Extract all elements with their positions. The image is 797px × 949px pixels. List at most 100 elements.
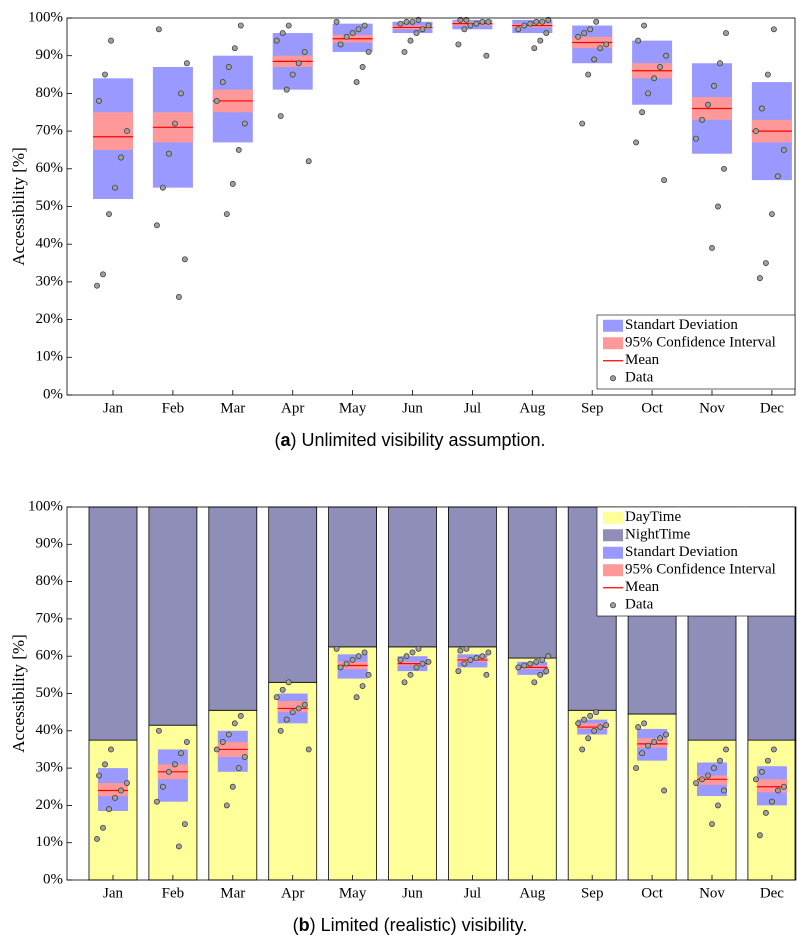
data-point [108, 37, 114, 44]
data-point [545, 16, 552, 23]
data-point [533, 658, 540, 665]
data-point [533, 18, 540, 25]
data-point [768, 211, 775, 217]
data-point [349, 656, 356, 663]
data-point [100, 824, 106, 831]
x-tick-label: Oct [641, 885, 663, 901]
legend-swatch [603, 337, 623, 350]
data-point [401, 48, 408, 55]
data-point [118, 154, 124, 161]
data-point [711, 765, 717, 772]
legend-label: Data [625, 597, 654, 613]
data-point [758, 105, 765, 112]
data-point [579, 120, 586, 127]
data-point [337, 664, 344, 671]
data-point [295, 60, 302, 67]
data-point [273, 37, 280, 44]
data-point [171, 761, 178, 768]
data-point [223, 211, 230, 217]
data-point [463, 16, 470, 23]
data-point [537, 37, 544, 44]
caption-part: ) Limited (realistic) visibility. [310, 915, 528, 935]
data-point [603, 41, 610, 48]
data-point [124, 128, 130, 135]
data-point [94, 836, 100, 842]
data-point [177, 750, 184, 757]
data-point [175, 294, 182, 300]
data-point [711, 82, 717, 89]
data-point [355, 653, 362, 660]
y-tick-label: 40% [36, 722, 64, 738]
data-point [273, 694, 280, 701]
caption: (a) Unlimited visibility assumption. [274, 430, 545, 450]
data-point [96, 772, 102, 779]
y-tick-label: 10% [36, 349, 64, 365]
data-point [277, 727, 284, 734]
y-tick-label: 40% [36, 236, 64, 252]
data-point [229, 783, 236, 790]
data-point [774, 787, 781, 794]
data-point [289, 71, 296, 78]
bar [507, 506, 557, 659]
data-point [768, 798, 775, 805]
data-point [539, 18, 546, 25]
data-point [539, 656, 546, 663]
y-tick-label: 30% [36, 760, 64, 776]
data-point [463, 645, 470, 652]
data-point [165, 768, 172, 775]
y-tick-label: 70% [36, 610, 64, 626]
x-tick-label: Mar [220, 885, 245, 901]
data-point [770, 26, 777, 33]
data-point [633, 139, 640, 146]
data-point [153, 222, 160, 229]
interval-box [577, 723, 608, 729]
data-point [591, 56, 598, 63]
data-point [225, 731, 232, 738]
data-point [106, 806, 112, 813]
data-point [521, 22, 528, 29]
data-point [365, 671, 372, 678]
data-point [717, 757, 723, 764]
interval-box [697, 775, 727, 785]
y-tick-label: 100% [28, 498, 63, 514]
data-point [657, 735, 664, 742]
data-point [425, 22, 432, 29]
caption: (b) Limited (realistic) visibility. [293, 915, 528, 935]
data-point [705, 772, 711, 779]
data-point [219, 79, 226, 86]
data-point [721, 165, 727, 172]
data-point [183, 739, 190, 745]
data-point [108, 746, 114, 753]
caption-part: b [299, 915, 310, 935]
data-point [715, 802, 721, 809]
y-tick-label: 90% [36, 536, 64, 552]
legend-label: NightTime [625, 527, 691, 543]
data-point [663, 731, 670, 738]
data-point [106, 211, 112, 217]
data-point [171, 120, 178, 127]
data-point [419, 660, 426, 667]
bar [567, 709, 617, 881]
x-tick-label: Apr [281, 885, 304, 901]
data-point [479, 18, 486, 25]
data-point [527, 660, 534, 667]
y-tick-label: 100% [28, 9, 63, 25]
data-point [705, 101, 711, 108]
x-tick-label: Nov [699, 885, 725, 901]
data-point [407, 37, 414, 44]
data-point [639, 109, 646, 116]
data-point [717, 60, 723, 67]
data-point [96, 97, 102, 104]
y-tick-label: 50% [36, 198, 64, 214]
data-point [597, 45, 604, 52]
data-point [752, 128, 759, 135]
bar [747, 739, 797, 881]
y-tick-label: 90% [36, 47, 64, 63]
x-tick-label: Jun [402, 400, 423, 416]
legend-label: Standart Deviation [625, 544, 738, 560]
data-point [237, 712, 244, 719]
bar [388, 646, 437, 881]
data-point [780, 146, 787, 153]
chart: 0% 10% 20% 30% 40% 50% 60% 70% 80% 90% 100% Jan Feb M… [9, 498, 797, 935]
caption-part: ( [274, 430, 280, 450]
